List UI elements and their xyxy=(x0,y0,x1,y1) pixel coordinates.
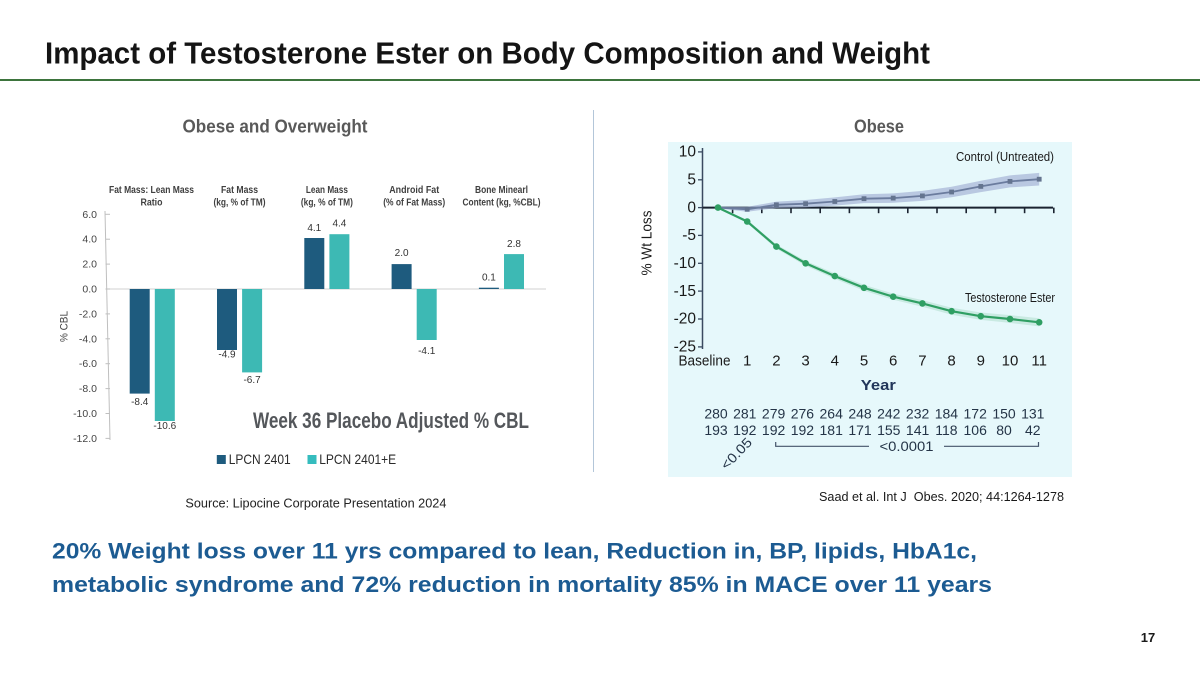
svg-text:-10: -10 xyxy=(674,255,697,272)
svg-text:7: 7 xyxy=(918,353,926,370)
svg-text:172: 172 xyxy=(964,405,988,421)
svg-text:(kg, % of TM): (kg, % of TM) xyxy=(214,197,266,209)
svg-text:131: 131 xyxy=(1021,405,1045,421)
svg-text:0.0: 0.0 xyxy=(82,284,97,296)
svg-text:4.1: 4.1 xyxy=(307,223,321,234)
svg-text:248: 248 xyxy=(848,405,872,421)
svg-text:Baseline: Baseline xyxy=(679,353,731,370)
svg-text:3: 3 xyxy=(801,353,809,370)
svg-text:2.0: 2.0 xyxy=(395,248,409,259)
svg-text:279: 279 xyxy=(762,405,786,421)
svg-text:Android Fat: Android Fat xyxy=(389,184,439,196)
svg-text:192: 192 xyxy=(791,422,815,438)
svg-text:118: 118 xyxy=(935,422,958,438)
svg-text:281: 281 xyxy=(733,405,757,421)
svg-text:% CBL: % CBL xyxy=(59,311,71,342)
svg-text:264: 264 xyxy=(820,405,844,421)
svg-text:10: 10 xyxy=(679,144,697,161)
svg-text:193: 193 xyxy=(704,422,728,438)
svg-text:(% of Fat Mass): (% of Fat Mass) xyxy=(383,197,445,209)
svg-text:184: 184 xyxy=(935,405,959,421)
svg-text:-2.0: -2.0 xyxy=(79,308,97,320)
svg-text:Impact of Testosterone Ester o: Impact of Testosterone Ester on Body Com… xyxy=(45,37,930,71)
svg-text:42: 42 xyxy=(1025,422,1041,438)
svg-text:Testosterone Ester: Testosterone Ester xyxy=(965,291,1055,305)
svg-text:Source: Lipocine Corporate Pre: Source: Lipocine Corporate Presentation … xyxy=(185,496,446,511)
svg-text:0: 0 xyxy=(687,199,696,216)
svg-text:192: 192 xyxy=(733,422,757,438)
svg-text:Year: Year xyxy=(861,377,896,394)
svg-text:4.0: 4.0 xyxy=(82,234,97,246)
svg-text:Obese and Overweight: Obese and Overweight xyxy=(183,117,368,137)
svg-text:5: 5 xyxy=(687,172,696,189)
svg-text:6.0: 6.0 xyxy=(82,209,97,221)
svg-text:Ratio: Ratio xyxy=(141,197,163,209)
svg-text:171: 171 xyxy=(848,422,872,438)
svg-text:1: 1 xyxy=(743,353,751,370)
svg-text:-25: -25 xyxy=(674,339,696,356)
svg-text:Saad et al. Int J Obes. 2020;: Saad et al. Int J Obes. 2020; 44:1264-12… xyxy=(819,490,1064,504)
svg-text:10: 10 xyxy=(1002,353,1019,370)
svg-text:Obese: Obese xyxy=(854,117,904,137)
svg-text:232: 232 xyxy=(906,405,930,421)
svg-text:20% Weight loss over 11 yrs co: 20% Weight loss over 11 yrs compared to … xyxy=(52,539,977,564)
svg-text:-6.7: -6.7 xyxy=(243,375,261,386)
svg-text:181: 181 xyxy=(820,422,844,438)
svg-text:4.4: 4.4 xyxy=(332,219,346,230)
svg-text:-4.9: -4.9 xyxy=(218,350,236,361)
svg-text:-12.0: -12.0 xyxy=(73,433,97,445)
svg-text:-10.0: -10.0 xyxy=(73,408,97,420)
svg-text:-6.0: -6.0 xyxy=(79,358,97,370)
svg-text:5: 5 xyxy=(860,353,868,370)
svg-text:Content (kg, %CBL): Content (kg, %CBL) xyxy=(463,197,541,209)
svg-text:-20: -20 xyxy=(674,311,697,328)
svg-text:-15: -15 xyxy=(674,283,696,300)
svg-text:(kg, % of TM): (kg, % of TM) xyxy=(301,197,353,209)
svg-text:80: 80 xyxy=(996,422,1012,438)
svg-text:280: 280 xyxy=(704,405,728,421)
svg-text:% Wt Loss: % Wt Loss xyxy=(639,211,656,276)
svg-text:-10.6: -10.6 xyxy=(153,421,176,432)
svg-text:150: 150 xyxy=(992,405,1016,421)
svg-text:-4.0: -4.0 xyxy=(79,333,97,345)
svg-text:Fat Mass: Fat Mass xyxy=(221,184,258,196)
svg-text:6: 6 xyxy=(889,353,897,370)
svg-text:4: 4 xyxy=(831,353,839,370)
svg-text:8: 8 xyxy=(947,353,955,370)
svg-text:17: 17 xyxy=(1141,630,1155,645)
svg-text:metabolic syndrome and 72% red: metabolic syndrome and 72% reduction in … xyxy=(52,572,992,597)
svg-text:Bone Minearl: Bone Minearl xyxy=(475,184,528,196)
svg-text:-5: -5 xyxy=(682,227,696,244)
svg-text:106: 106 xyxy=(964,422,988,438)
svg-text:-8.4: -8.4 xyxy=(131,397,149,408)
svg-text:-4.1: -4.1 xyxy=(418,346,436,357)
svg-text:242: 242 xyxy=(877,405,901,421)
svg-text:Week 36 Placebo Adjusted % CBL: Week 36 Placebo Adjusted % CBL xyxy=(253,408,529,433)
svg-text:0.1: 0.1 xyxy=(482,272,496,283)
svg-text:<0.0001: <0.0001 xyxy=(880,439,934,454)
svg-text:2.0: 2.0 xyxy=(82,259,97,271)
svg-text:155: 155 xyxy=(877,422,901,438)
svg-text:-8.0: -8.0 xyxy=(79,383,97,395)
svg-text:192: 192 xyxy=(762,422,786,438)
svg-text:2: 2 xyxy=(772,353,780,370)
svg-text:9: 9 xyxy=(977,353,985,370)
svg-text:276: 276 xyxy=(791,405,815,421)
svg-text:Fat Mass: Lean Mass: Fat Mass: Lean Mass xyxy=(109,184,194,196)
svg-text:141: 141 xyxy=(906,422,930,438)
svg-text:Control (Untreated): Control (Untreated) xyxy=(956,150,1054,164)
svg-text:LPCN 2401+E: LPCN 2401+E xyxy=(319,451,396,467)
svg-text:Lean Mass: Lean Mass xyxy=(306,184,348,196)
svg-text:2.8: 2.8 xyxy=(507,239,521,250)
svg-text:11: 11 xyxy=(1031,353,1047,370)
svg-text:LPCN 2401: LPCN 2401 xyxy=(229,451,291,467)
